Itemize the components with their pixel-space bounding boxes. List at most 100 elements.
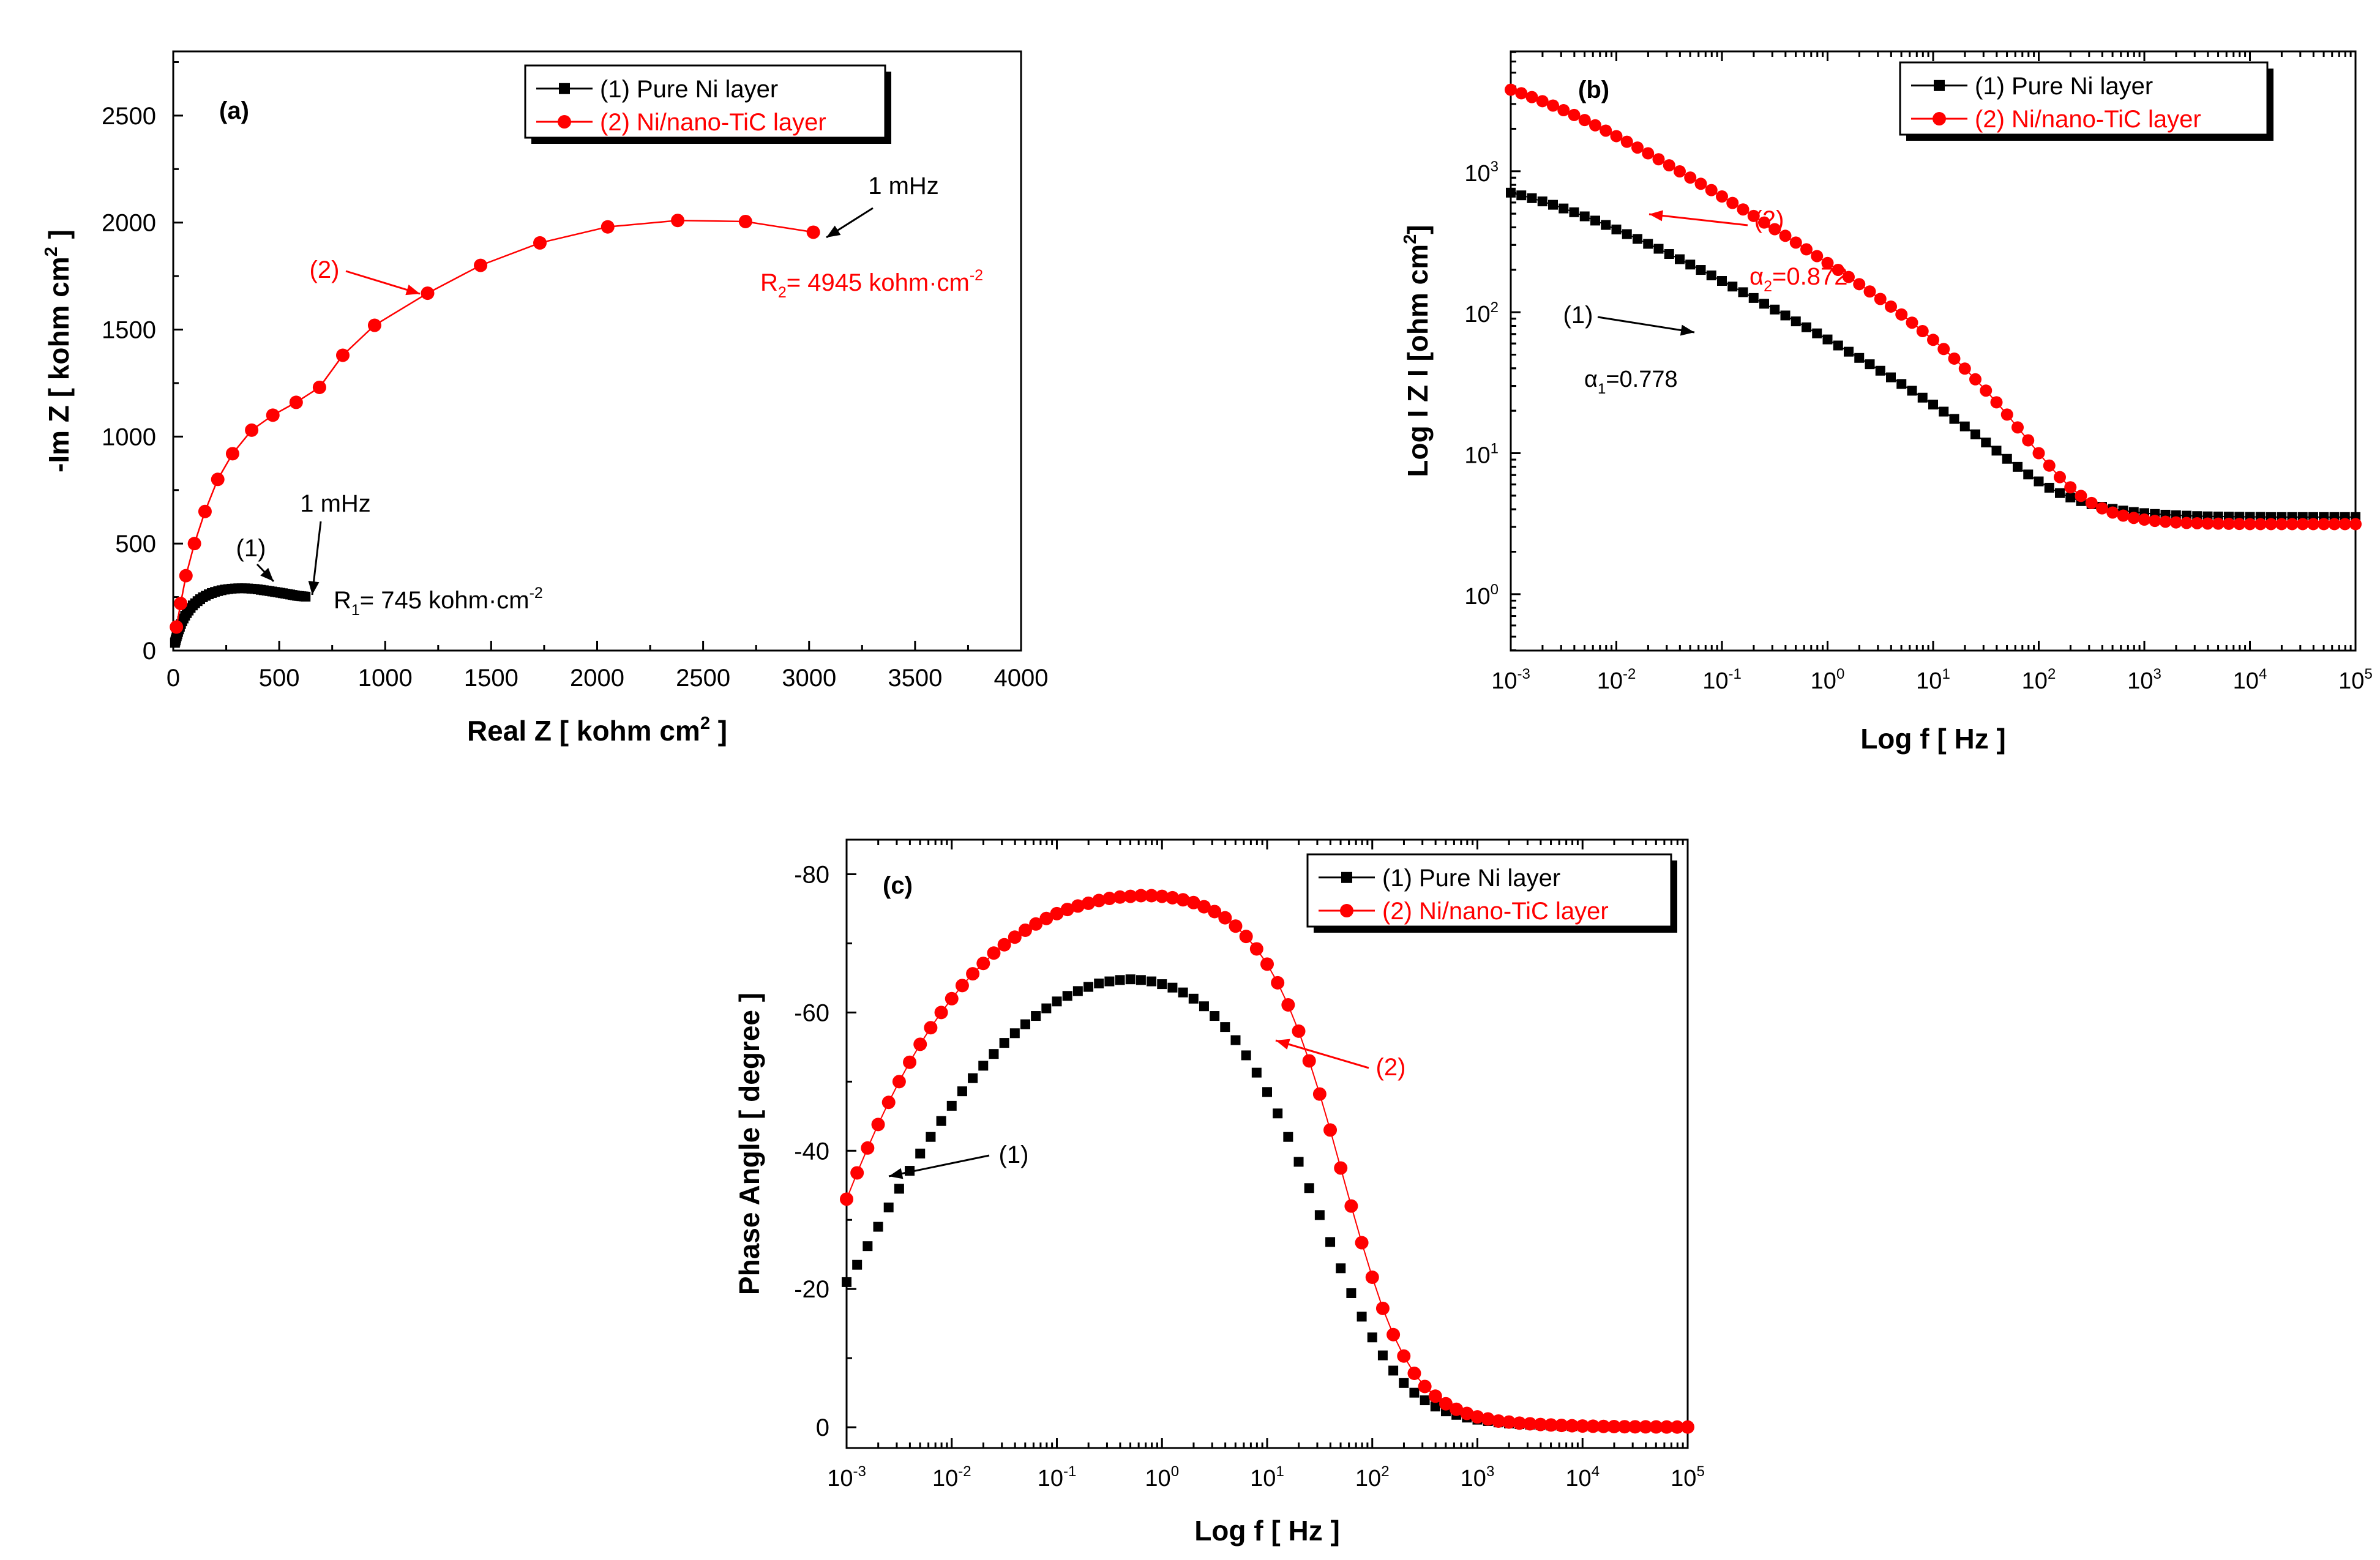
data-point bbox=[1642, 147, 1655, 160]
annotation-r2-part: R bbox=[760, 269, 778, 296]
data-point bbox=[1886, 372, 1896, 383]
data-point bbox=[2044, 482, 2054, 493]
data-point bbox=[2043, 459, 2056, 472]
data-point bbox=[852, 1260, 863, 1270]
data-point bbox=[1367, 1332, 1377, 1343]
data-point bbox=[1407, 1367, 1421, 1381]
x-tick-label-part: 10 bbox=[1250, 1466, 1276, 1491]
x-tick-label: 3000 bbox=[782, 665, 836, 692]
data-point bbox=[1249, 942, 1263, 956]
x-tick-label-part: 10 bbox=[1702, 668, 1728, 694]
data-point bbox=[1579, 211, 1590, 222]
x-tick-label: 101 bbox=[1916, 666, 1950, 694]
data-point bbox=[1166, 890, 1180, 905]
data-point bbox=[1336, 1263, 1346, 1274]
data-point bbox=[2212, 517, 2225, 530]
legend-label: (1) Pure Ni layer bbox=[1382, 865, 1560, 892]
x-tick-label: 101 bbox=[1250, 1463, 1284, 1491]
data-point bbox=[1041, 1003, 1052, 1013]
data-point bbox=[2318, 518, 2330, 531]
x-axis-label-part: Real Z [ kohm cm bbox=[467, 715, 700, 747]
data-point bbox=[1949, 414, 1959, 424]
annotation-r2-part: · bbox=[929, 269, 937, 296]
data-point bbox=[1759, 299, 1769, 309]
data-point bbox=[1664, 249, 1674, 259]
data-point bbox=[2286, 518, 2299, 531]
data-point bbox=[1029, 917, 1043, 931]
data-point bbox=[1018, 923, 1032, 937]
data-point bbox=[1157, 979, 1167, 990]
y-axis-label-part: 2 bbox=[1401, 234, 1420, 244]
data-point bbox=[2138, 513, 2150, 526]
x-tick-label-part: 5 bbox=[2364, 666, 2372, 682]
legend-item-1: (1) Pure Ni layer bbox=[536, 76, 778, 103]
annotation-series1: (1) bbox=[1563, 302, 1593, 329]
data-point bbox=[1660, 1420, 1674, 1434]
legend: (1) Pure Ni layer (2) Ni/nano-TiC layer bbox=[524, 64, 891, 144]
data-point bbox=[1281, 998, 1295, 1012]
data-point bbox=[1072, 986, 1083, 996]
data-point bbox=[1601, 220, 1611, 230]
data-point bbox=[1334, 1161, 1348, 1175]
x-tick-label-part: 10 bbox=[1145, 1466, 1170, 1491]
y-tick-label: -40 bbox=[794, 1138, 829, 1165]
data-point bbox=[1684, 171, 1697, 184]
data-point bbox=[1536, 95, 1549, 108]
data-point bbox=[1652, 153, 1665, 166]
annotation-r1-part: R bbox=[334, 587, 351, 614]
x-tick-label: 102 bbox=[1355, 1463, 1390, 1491]
data-point bbox=[1569, 207, 1579, 217]
data-point bbox=[1675, 254, 1685, 264]
data-point bbox=[198, 504, 212, 518]
legend-label: (1) Pure Ni layer bbox=[600, 76, 778, 103]
x-tick-label-part: 10 bbox=[1038, 1466, 1063, 1491]
annotation-freq1: 1 mHz bbox=[300, 490, 371, 517]
series-ni-nano-tic bbox=[840, 889, 1694, 1434]
data-point bbox=[936, 1116, 946, 1126]
x-tick-label-part: 4 bbox=[1592, 1463, 1600, 1480]
data-point bbox=[1611, 224, 1622, 234]
data-point bbox=[1696, 265, 1706, 275]
y-tick-label: -20 bbox=[794, 1276, 829, 1303]
data-point bbox=[1885, 300, 1897, 313]
data-point bbox=[1780, 310, 1791, 321]
data-point bbox=[1115, 975, 1125, 985]
data-point bbox=[1916, 325, 1929, 338]
annotation-r1: R1= 745 kohm·cm-2 bbox=[334, 584, 543, 619]
x-axis-label-part: 2 bbox=[700, 714, 710, 733]
annotation-alpha1-part: α bbox=[1584, 367, 1598, 392]
data-point bbox=[174, 597, 188, 611]
annotation-arrow bbox=[256, 563, 275, 583]
x-tick-label-part: 10 bbox=[827, 1466, 853, 1491]
x-tick-label-part: -3 bbox=[853, 1463, 866, 1480]
data-point bbox=[1031, 1011, 1041, 1021]
data-point bbox=[1293, 1157, 1304, 1167]
data-point bbox=[1388, 1365, 1399, 1376]
data-point bbox=[1705, 184, 1718, 196]
data-point bbox=[211, 472, 225, 487]
data-point bbox=[671, 214, 685, 228]
data-point bbox=[1323, 1123, 1338, 1137]
x-axis-label: Log f [ Hz ] bbox=[1860, 723, 2006, 755]
data-point bbox=[1050, 906, 1064, 920]
data-point bbox=[1399, 1378, 1409, 1388]
data-point bbox=[1094, 978, 1104, 988]
x-tick-label-part: 5 bbox=[1696, 1463, 1704, 1480]
data-point bbox=[2233, 518, 2246, 531]
x-tick-label-part: 3 bbox=[2153, 666, 2161, 682]
data-point bbox=[179, 569, 193, 583]
data-point bbox=[1418, 1379, 1432, 1394]
x-axis-label: Log f [ Hz ] bbox=[1194, 1515, 1340, 1547]
data-point bbox=[1927, 334, 1939, 346]
y-tick-label: 1500 bbox=[102, 317, 156, 344]
data-point bbox=[421, 286, 435, 300]
x-tick-label-part: 10 bbox=[2233, 668, 2259, 694]
data-point bbox=[863, 1241, 873, 1252]
data-point bbox=[946, 1100, 957, 1111]
x-tick-label: 103 bbox=[1461, 1463, 1495, 1491]
x-tick-label-part: 10 bbox=[1355, 1466, 1381, 1491]
data-point bbox=[1639, 1420, 1653, 1434]
data-point bbox=[1071, 899, 1085, 913]
data-point bbox=[1060, 903, 1074, 917]
x-tick-label-part: 10 bbox=[1565, 1466, 1591, 1491]
